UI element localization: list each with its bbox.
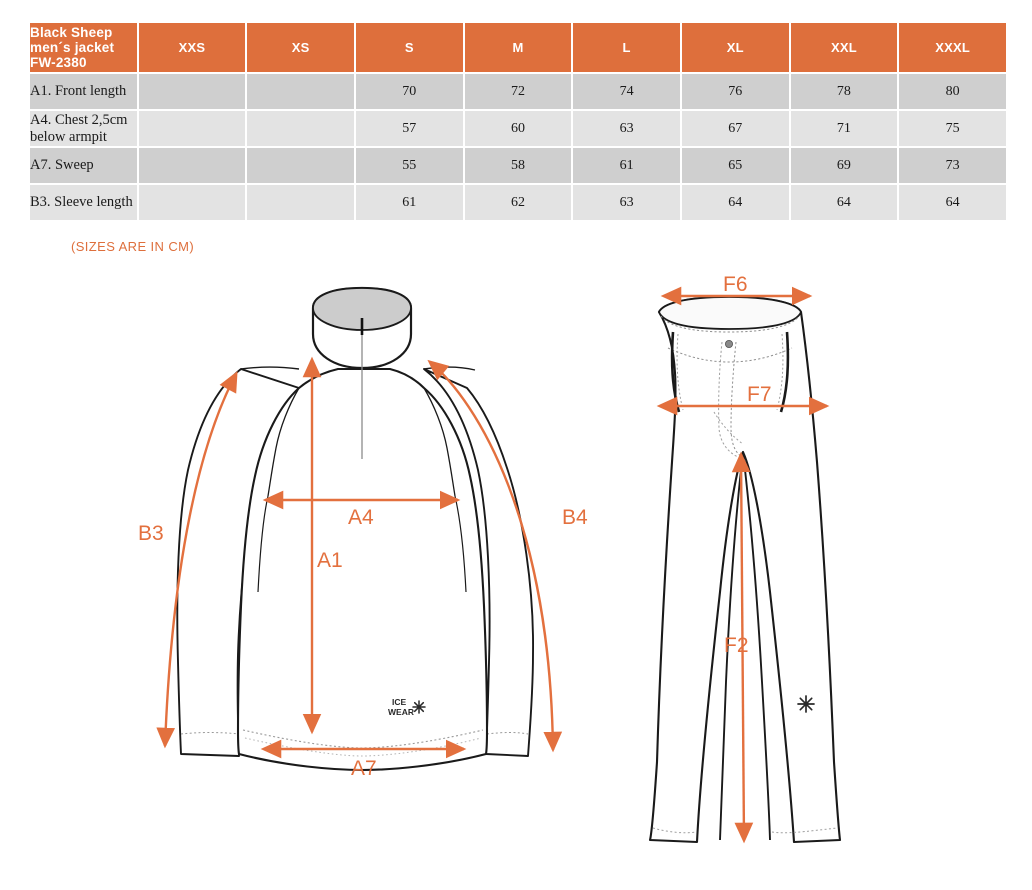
cell-b3-xl: 64 <box>681 185 789 220</box>
cell-a1-s: 70 <box>355 74 463 109</box>
dimension-label-f2: F2 <box>724 634 749 657</box>
dimension-arrow-b3 <box>156 371 238 749</box>
cell-a1-m: 72 <box>464 74 572 109</box>
technical-drawings: ICE WEAR A4 A1 A7 B3 B4 <box>0 262 1032 885</box>
trousers-fly-edge <box>718 341 744 460</box>
cell-a4-s: 57 <box>355 111 463 146</box>
dimension-label-b3: B3 <box>138 522 164 545</box>
cell-a7-m: 58 <box>464 148 572 183</box>
cell-a4-xxl: 71 <box>790 111 898 146</box>
row-label-a4: A4. Chest 2,5cm below armpit <box>30 111 137 146</box>
cell-b3-xxl: 64 <box>790 185 898 220</box>
dimension-label-b4: B4 <box>562 506 588 529</box>
row-label-a1: A1. Front length <box>30 74 137 109</box>
cell-b3-xs <box>247 185 354 220</box>
cell-a1-xl: 76 <box>681 74 789 109</box>
size-chart-table: Black Sheep men´s jacket FW-2380 XXS XS … <box>28 21 1008 222</box>
trousers-body <box>648 295 842 844</box>
dimension-label-f7: F7 <box>747 383 772 406</box>
cell-b3-xxs <box>138 185 246 220</box>
cell-a4-xxxl: 75 <box>899 111 1006 146</box>
column-header-m: M <box>464 23 572 72</box>
cell-a1-l: 74 <box>573 74 680 109</box>
trousers-left-hem-stitch <box>652 827 697 834</box>
cell-a4-xs <box>247 111 354 146</box>
cell-a7-xs <box>247 148 354 183</box>
cell-a4-xl: 67 <box>681 111 789 146</box>
cell-a1-xs <box>247 74 354 109</box>
column-header-s: S <box>355 23 463 72</box>
jacket-left-yoke-seam <box>240 366 300 370</box>
cell-a4-m: 60 <box>464 111 572 146</box>
column-header-xxs: XXS <box>138 23 246 72</box>
dimension-label-a4: A4 <box>348 506 374 529</box>
cell-a7-s: 55 <box>355 148 463 183</box>
cell-b3-s: 61 <box>355 185 463 220</box>
jacket-left-shoulder-seam <box>267 387 300 497</box>
jacket-collar-inner <box>312 287 412 331</box>
trousers-right-pocket-stitch <box>776 333 784 411</box>
cell-a7-xxxl: 73 <box>899 148 1006 183</box>
dimension-label-f6: F6 <box>723 273 748 296</box>
table-row: A7. Sweep 55 58 61 65 69 73 <box>30 148 1006 183</box>
cell-a7-xxs <box>138 148 246 183</box>
cell-a1-xxxl: 80 <box>899 74 1006 109</box>
trousers-left-pocket-stitch <box>676 333 684 411</box>
dimension-arrow-b4 <box>427 359 563 753</box>
trousers-waistband-stitch <box>660 315 800 333</box>
table-title-cell: Black Sheep men´s jacket FW-2380 <box>30 23 137 72</box>
cell-a1-xxl: 78 <box>790 74 898 109</box>
table-row: B3. Sleeve length 61 62 63 64 64 64 <box>30 185 1006 220</box>
snowflake-icon <box>412 700 426 714</box>
units-note: (SIZES ARE IN CM) <box>71 239 195 254</box>
snowflake-icon <box>797 695 815 713</box>
dimension-label-a1: A1 <box>317 549 343 572</box>
dimension-arrow-f2 <box>731 451 754 844</box>
jacket-technical-drawing: ICE WEAR A4 A1 A7 B3 B4 <box>138 286 588 780</box>
ice-wear-logo: ICE WEAR <box>388 697 426 717</box>
jacket-right-yoke-seam <box>423 366 476 371</box>
column-header-xl: XL <box>681 23 789 72</box>
trousers-technical-drawing: F6 F7 F2 <box>648 273 842 844</box>
trousers-waistband <box>658 296 802 330</box>
cell-b3-xxxl: 64 <box>899 185 1006 220</box>
cell-b3-m: 62 <box>464 185 572 220</box>
column-header-xxxl: XXXL <box>899 23 1006 72</box>
table-row: A4. Chest 2,5cm below armpit 57 60 63 67… <box>30 111 1006 146</box>
ice-wear-logo-line2: WEAR <box>388 707 414 717</box>
dimension-label-a7: A7 <box>351 757 377 780</box>
cell-a7-l: 61 <box>573 148 680 183</box>
trousers-yoke-stitch <box>667 347 793 363</box>
column-header-xs: XS <box>247 23 354 72</box>
row-label-a7: A7. Sweep <box>30 148 137 183</box>
table-header-row: Black Sheep men´s jacket FW-2380 XXS XS … <box>30 23 1006 72</box>
cell-a4-l: 63 <box>573 111 680 146</box>
column-header-l: L <box>573 23 680 72</box>
cell-a4-xxs <box>138 111 246 146</box>
cell-a7-xl: 65 <box>681 148 789 183</box>
trousers-crotch-curve <box>713 411 744 445</box>
column-header-xxl: XXL <box>790 23 898 72</box>
table-row: A1. Front length 70 72 74 76 78 80 <box>30 74 1006 109</box>
row-label-b3: B3. Sleeve length <box>30 185 137 220</box>
cell-b3-l: 63 <box>573 185 680 220</box>
cell-a7-xxl: 69 <box>790 148 898 183</box>
trousers-fly-stitch <box>730 341 744 459</box>
cell-a1-xxs <box>138 74 246 109</box>
trousers-button-icon <box>725 340 734 349</box>
ice-wear-logo-line1: ICE <box>392 697 407 707</box>
